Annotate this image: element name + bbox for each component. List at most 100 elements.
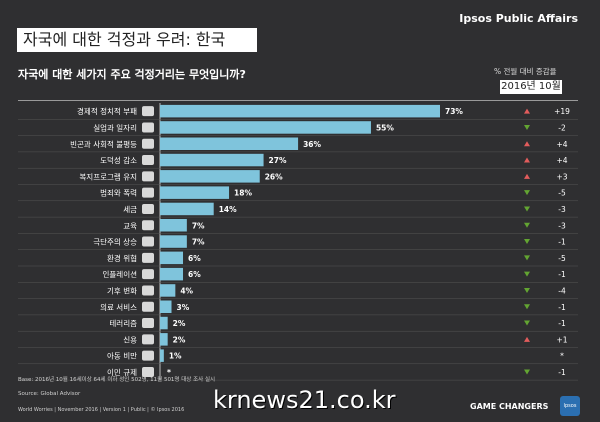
bar: [160, 170, 260, 183]
change-value: +3: [556, 172, 567, 181]
bar: [160, 251, 184, 265]
gun-icon: [142, 187, 154, 198]
category-label: 환경 위협: [107, 253, 137, 263]
change-value: +4: [556, 156, 567, 165]
change-down-icon: [524, 190, 530, 196]
bar: [160, 202, 214, 216]
value-label: 1%: [169, 352, 182, 361]
category-label: 이민 규제: [107, 367, 137, 377]
change-value: -5: [558, 189, 566, 198]
value-label: 26%: [265, 172, 283, 181]
change-column-label: % 전월 대비 증감율: [494, 67, 557, 76]
change-down-icon: [524, 239, 530, 245]
category-label: 의료 서비스: [100, 302, 137, 312]
change-down-icon: [524, 304, 530, 310]
bar: [160, 153, 264, 167]
change-value: -3: [558, 205, 566, 214]
watermark: krnews21.co.kr: [213, 386, 396, 414]
bar: [160, 219, 187, 232]
change-down-icon: [524, 369, 530, 375]
footnote-meta: World Worries | November 2016 | Version …: [18, 407, 185, 413]
value-label: 3%: [177, 303, 190, 312]
period-badge: 2016년 10월: [500, 80, 562, 94]
bar: [160, 121, 371, 134]
change-down-icon: [524, 287, 530, 293]
change-value: -1: [558, 238, 566, 247]
change-value: -5: [558, 254, 566, 263]
bar: [160, 235, 187, 248]
change-value: -1: [558, 319, 566, 328]
tagline: GAME CHANGERS: [470, 402, 549, 411]
change-value: -1: [558, 368, 566, 377]
value-label: 36%: [303, 140, 321, 149]
change-value: -1: [558, 303, 566, 312]
category-label: 세금: [123, 205, 137, 214]
category-label: 테러리즘: [109, 319, 137, 328]
category-label: 교육: [123, 221, 137, 230]
bar: [160, 267, 184, 281]
change-value: +1: [556, 335, 567, 344]
change-down-icon: [524, 271, 530, 277]
change-value: -3: [558, 221, 566, 230]
value-label: *: [167, 368, 171, 377]
category-label: 실업과 일자리: [93, 122, 137, 132]
bar: [160, 104, 440, 118]
category-label: 극단주의 상승: [93, 237, 137, 247]
change-value: *: [560, 352, 564, 361]
change-up-icon: [524, 108, 530, 114]
change-up-icon: [524, 141, 530, 147]
bar: [160, 186, 230, 199]
value-label: 6%: [188, 270, 201, 279]
change-down-icon: [524, 255, 530, 261]
cash-icon: [142, 203, 154, 214]
category-label: 인플레이션: [103, 269, 138, 279]
change-down-icon: [524, 320, 530, 326]
bar: [160, 316, 168, 330]
change-value: +4: [556, 140, 567, 149]
people-icon: [142, 138, 154, 149]
change-up-icon: [524, 336, 530, 342]
category-label: 범죄와 폭력: [100, 188, 137, 198]
pill-icon: [142, 301, 154, 312]
change-up-icon: [524, 173, 530, 179]
chart-icon: [142, 269, 154, 280]
chart-question: 자국에 대한 세가지 주요 걱정거리는 무엇입니까?: [18, 68, 246, 81]
header-divider: [18, 100, 578, 101]
person-icon: [142, 350, 154, 361]
category-label: 빈곤과 사회적 불평등: [70, 139, 137, 149]
change-down-icon: [524, 206, 530, 212]
value-label: 6%: [188, 254, 201, 263]
money-bag-icon: [142, 106, 154, 117]
change-value: -2: [558, 123, 566, 132]
factory-icon: [142, 252, 154, 263]
change-down-icon: [524, 124, 530, 130]
value-label: 73%: [445, 107, 463, 116]
change-value: -1: [558, 270, 566, 279]
briefcase-icon: [142, 122, 154, 133]
credit-card-icon: [142, 334, 154, 345]
value-label: 55%: [376, 123, 394, 132]
target-icon: [142, 318, 154, 329]
bomb-icon: [142, 236, 154, 247]
change-up-icon: [524, 157, 530, 163]
category-label: 기후 변화: [107, 286, 137, 295]
category-label: 복지프로그램 유지: [79, 171, 137, 181]
category-label: 경제적 정치적 부패: [77, 106, 137, 116]
ipsos-logo: Ipsos: [560, 396, 580, 416]
footnote-base: Base: 2016년 10월 16세이상 64세 이하 성인 502명, 11…: [18, 377, 216, 383]
category-label: 신용: [123, 335, 137, 344]
value-label: 4%: [180, 286, 193, 295]
value-label: 2%: [173, 335, 186, 344]
value-label: 27%: [269, 156, 287, 165]
bar: [160, 300, 172, 313]
thumbs-down-icon: [142, 155, 154, 166]
category-label: 도덕성 감소: [100, 155, 137, 165]
graduation-cap-icon: [142, 220, 154, 231]
value-label: 7%: [192, 221, 205, 230]
value-label: 2%: [173, 319, 186, 328]
value-label: 18%: [234, 189, 252, 198]
globe-icon: [142, 285, 154, 296]
bar: [160, 284, 176, 297]
bar: [160, 333, 168, 346]
